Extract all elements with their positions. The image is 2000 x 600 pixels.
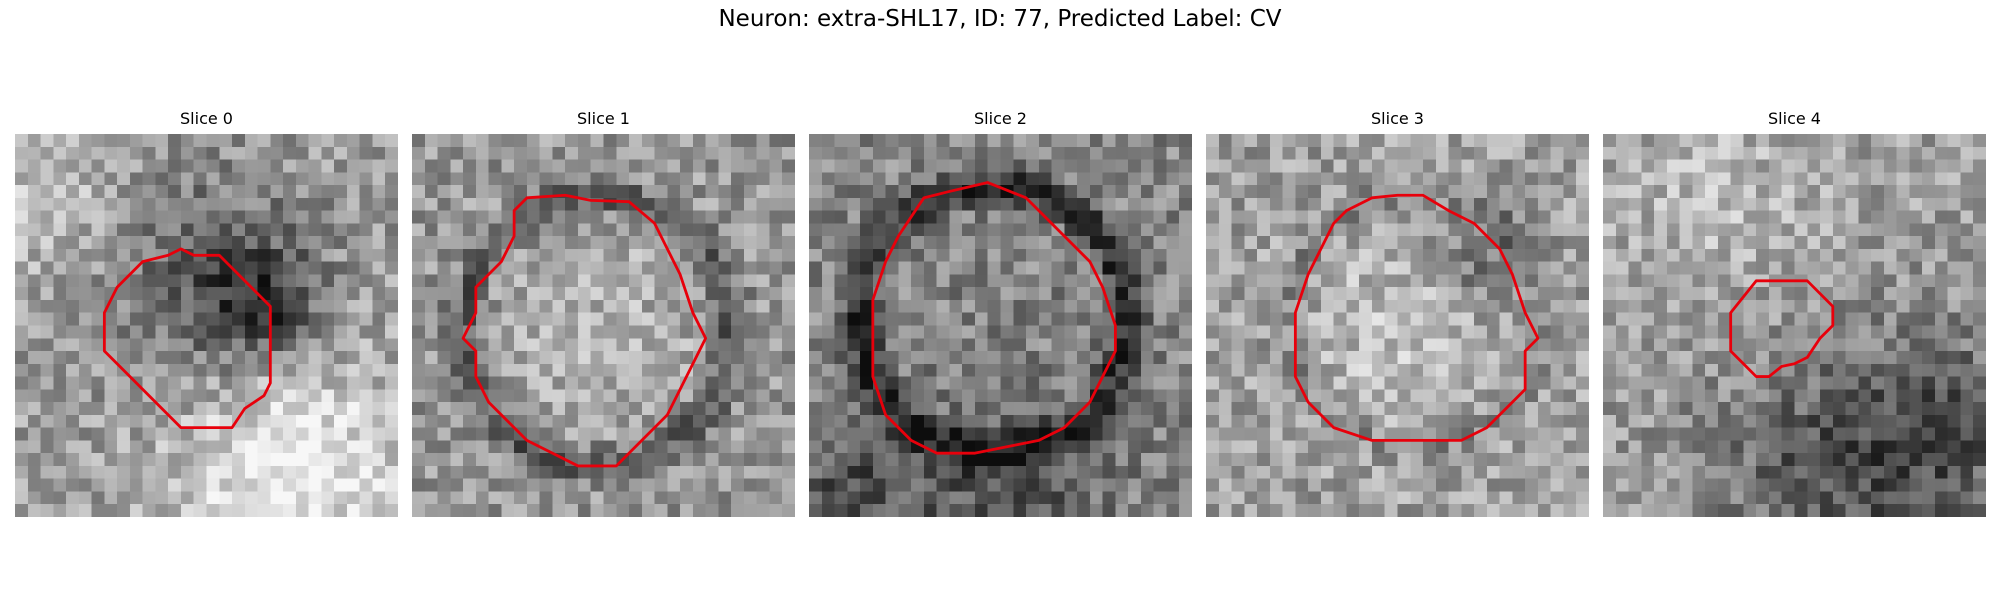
slice-image (1206, 134, 1589, 517)
roi-contour (102, 247, 272, 430)
slice-panel-2: Slice 2 (809, 108, 1192, 517)
slice-title: Slice 0 (180, 109, 233, 128)
roi-contour (1729, 279, 1835, 378)
slice-title: Slice 3 (1371, 109, 1424, 128)
slice-panel-4: Slice 4 (1603, 108, 1986, 517)
slice-panel-3: Slice 3 (1206, 108, 1589, 517)
slice-panel-0: Slice 0 (15, 108, 398, 517)
slice-title: Slice 2 (974, 109, 1027, 128)
slice-image (1603, 134, 1986, 517)
slice-image (412, 134, 795, 517)
slice-panel-1: Slice 1 (412, 108, 795, 517)
slice-title: Slice 1 (577, 109, 630, 128)
roi-contour (461, 193, 708, 468)
roi-contour (1293, 193, 1540, 442)
slice-title: Slice 4 (1768, 109, 1821, 128)
figure-title: Neuron: extra-SHL17, ID: 77, Predicted L… (718, 6, 1282, 32)
slice-image (15, 134, 398, 517)
roi-contour (871, 181, 1117, 455)
